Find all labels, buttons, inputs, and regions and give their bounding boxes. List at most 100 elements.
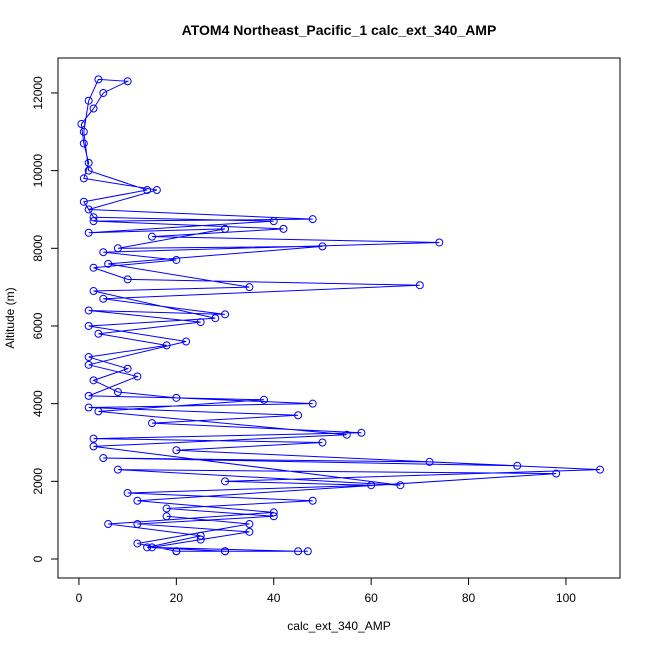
- data-point: [84, 96, 93, 105]
- y-tick-label: 12000: [31, 76, 45, 110]
- data-point: [99, 88, 108, 97]
- x-tick-label: 100: [556, 591, 576, 605]
- data-point: [162, 341, 171, 350]
- y-tick-label: 4000: [31, 390, 45, 417]
- data-point: [318, 438, 327, 447]
- data-point: [133, 520, 142, 529]
- data-point: [133, 539, 142, 548]
- data-point: [147, 232, 156, 241]
- data-point: [89, 213, 98, 222]
- data-point: [435, 238, 444, 247]
- data-point: [94, 329, 103, 338]
- data-point: [552, 469, 561, 478]
- data-point: [79, 197, 88, 206]
- data-point: [245, 520, 254, 529]
- data-point: [245, 527, 254, 536]
- data-point: [303, 547, 312, 556]
- x-tick-label: 60: [364, 591, 378, 605]
- data-point: [89, 263, 98, 272]
- y-tick-label: 8000: [31, 235, 45, 262]
- data-point: [84, 205, 93, 214]
- data-point: [143, 543, 152, 552]
- data-point: [99, 248, 108, 257]
- data-point: [123, 488, 132, 497]
- data-point: [89, 287, 98, 296]
- data-point: [182, 337, 191, 346]
- data-point: [162, 504, 171, 513]
- data-point: [269, 508, 278, 517]
- data-point: [196, 535, 205, 544]
- data-point: [104, 259, 113, 268]
- data-point: [99, 454, 108, 463]
- data-point: [123, 77, 132, 86]
- data-point: [294, 411, 303, 420]
- data-point: [79, 127, 88, 136]
- x-tick-label: 20: [170, 591, 184, 605]
- y-tick-label: 2000: [31, 468, 45, 495]
- data-point: [308, 496, 317, 505]
- x-tick-label: 0: [76, 591, 83, 605]
- data-point: [196, 531, 205, 540]
- y-axis-label: Altitude (m): [3, 287, 17, 348]
- data-point: [308, 399, 317, 408]
- data-point: [89, 376, 98, 385]
- data-point: [260, 395, 269, 404]
- data-point: [269, 512, 278, 521]
- y-tick-label: 0: [31, 555, 45, 562]
- data-point: [133, 372, 142, 381]
- data-point: [147, 543, 156, 552]
- data-point: [123, 275, 132, 284]
- data-point: [84, 353, 93, 362]
- data-point: [104, 520, 113, 529]
- data-point: [94, 407, 103, 416]
- data-point: [89, 104, 98, 113]
- x-tick-label: 40: [267, 591, 281, 605]
- data-point: [221, 477, 230, 486]
- data-point: [196, 318, 205, 327]
- data-point: [396, 481, 405, 490]
- data-point: [84, 306, 93, 315]
- data-point: [425, 457, 434, 466]
- data-point: [513, 461, 522, 470]
- data-point: [415, 281, 424, 290]
- data-line: [80, 78, 601, 552]
- data-point: [308, 215, 317, 224]
- data-point: [84, 166, 93, 175]
- data-point: [211, 314, 220, 323]
- data-point: [89, 217, 98, 226]
- data-point: [89, 434, 98, 443]
- data-point: [79, 139, 88, 148]
- data-point: [172, 393, 181, 402]
- data-point: [84, 321, 93, 330]
- data-point: [172, 255, 181, 264]
- data-point: [147, 419, 156, 428]
- data-point: [357, 428, 366, 437]
- data-point: [84, 403, 93, 412]
- data-point: [123, 364, 132, 373]
- data-point: [84, 391, 93, 400]
- data-point: [367, 481, 376, 490]
- data-point: [79, 174, 88, 183]
- x-tick-label: 80: [462, 591, 476, 605]
- data-point: [113, 465, 122, 474]
- data-point: [113, 388, 122, 397]
- data-point: [99, 294, 108, 303]
- x-axis-label: calc_ext_340_AMP: [287, 619, 390, 633]
- data-point: [172, 446, 181, 455]
- data-point: [94, 75, 103, 84]
- chart-title: ATOM4 Northeast_Pacific_1 calc_ext_340_A…: [182, 22, 497, 38]
- data-point: [152, 186, 161, 195]
- data-point: [84, 228, 93, 237]
- data-point: [294, 547, 303, 556]
- data-point: [162, 512, 171, 521]
- data-point: [221, 224, 230, 233]
- data-point: [596, 465, 605, 474]
- data-point: [318, 242, 327, 251]
- y-tick-label: 10000: [31, 154, 45, 188]
- data-point: [84, 158, 93, 167]
- data-point: [143, 186, 152, 195]
- data-point: [113, 244, 122, 253]
- data-point: [77, 120, 86, 129]
